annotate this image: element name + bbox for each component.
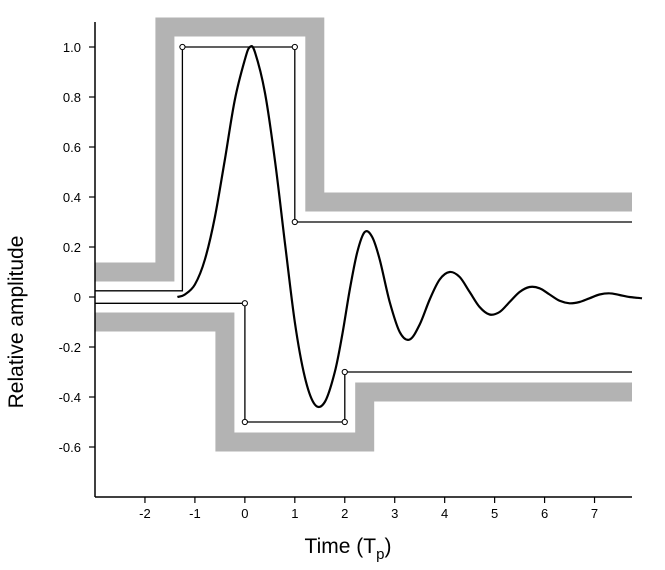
- x-tick-label: -2: [139, 506, 151, 521]
- y-tick-label: -0.6: [59, 440, 81, 455]
- y-tick-label: 1.0: [63, 40, 81, 55]
- y-ticks: 1.0 0.8 0.6 0.4 0.2 0 -0.2 -0.4 -0.6: [59, 40, 95, 455]
- upper-envelope-marker: [291, 43, 298, 51]
- x-tick-label: 1: [291, 506, 298, 521]
- upper-envelope-marker: [291, 218, 298, 226]
- waveform-layer: [177, 45, 643, 409]
- x-ticks: -2 -1 0 1 2 3 4 5 6 7: [139, 497, 598, 521]
- y-tick-label: 0.2: [63, 240, 81, 255]
- waveform-line: [177, 45, 643, 409]
- lower-tolerance-band: [95, 312, 632, 452]
- y-axis-title: Relative amplitude: [5, 236, 28, 409]
- lower-envelope-marker: [341, 368, 348, 376]
- x-tick-label: 5: [491, 506, 498, 521]
- lower-envelope-marker: [241, 300, 248, 307]
- x-axis-title: Time (Tp): [305, 535, 392, 563]
- x-tick-label: -1: [189, 506, 201, 521]
- y-tick-label: 0.8: [63, 90, 81, 105]
- lower-envelope-marker: [241, 418, 248, 426]
- envelope-lines: [95, 46, 632, 423]
- x-tick-label: 6: [541, 506, 548, 521]
- lower-envelope-line: [95, 302, 632, 423]
- tolerance-bands: [95, 17, 632, 452]
- envelope-markers: [179, 43, 348, 426]
- lower-envelope-marker: [341, 418, 348, 426]
- upper-tolerance-band: [95, 17, 632, 282]
- x-tick-label: 3: [391, 506, 398, 521]
- axes: [94, 22, 632, 498]
- x-tick-label: 7: [591, 506, 598, 521]
- upper-envelope-marker: [179, 43, 186, 51]
- x-tick-label: 0: [241, 506, 248, 521]
- x-tick-label: 2: [341, 506, 348, 521]
- upper-envelope-line: [95, 46, 632, 292]
- y-tick-label: 0.4: [63, 190, 81, 205]
- y-tick-label: -0.2: [59, 340, 81, 355]
- y-tick-label: 0: [74, 290, 81, 305]
- y-tick-label: 0.6: [63, 140, 81, 155]
- x-tick-label: 4: [441, 506, 448, 521]
- y-tick-label: -0.4: [59, 390, 81, 405]
- x-axis-title-subscript: p: [376, 546, 384, 563]
- x-axis-title-close: ): [384, 535, 391, 558]
